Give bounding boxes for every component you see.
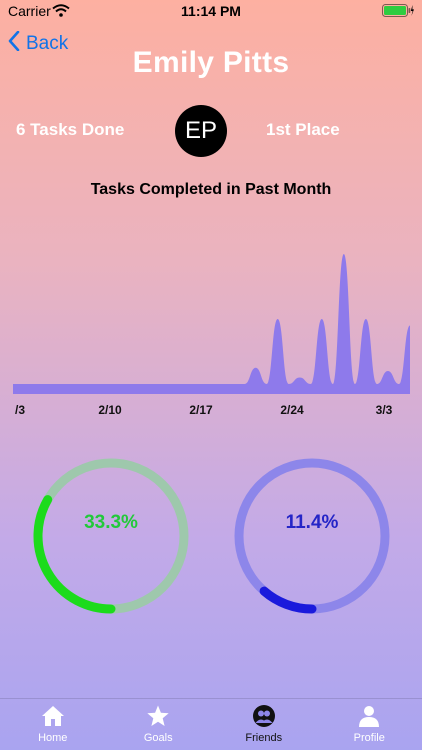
tab-goals[interactable]: Goals xyxy=(106,699,212,750)
tab-bar: Home Goals Friends Profile xyxy=(0,698,422,750)
status-bar: Carrier 11:14 PM xyxy=(0,0,422,22)
tasks-done-count: 6 Tasks Done xyxy=(16,120,125,139)
tab-home-label: Home xyxy=(38,732,68,744)
x-tick-label: /3 xyxy=(15,403,25,417)
ring-track xyxy=(234,458,390,614)
x-tick-label: 2/24 xyxy=(280,403,304,417)
ranking-percent-label: 11.4% xyxy=(285,512,339,533)
carrier-label: Carrier xyxy=(8,3,51,19)
clock-time: 11:14 PM xyxy=(181,3,241,19)
tab-home[interactable]: Home xyxy=(0,699,106,750)
ring-progress-arc xyxy=(259,586,317,614)
completion-progress-ring xyxy=(33,458,189,614)
profile-icon xyxy=(357,704,381,732)
chart-area-series xyxy=(13,254,410,394)
x-tick-label: 2/10 xyxy=(98,403,122,417)
avatar-initials: EP xyxy=(184,117,217,144)
ring-progress-arc xyxy=(33,495,116,614)
tab-friends-label: Friends xyxy=(245,732,283,744)
wifi-icon xyxy=(52,4,70,20)
chevron-left-icon xyxy=(8,30,20,57)
tasks-chart: /3 2/10 2/17 2/24 3/3 xyxy=(13,254,410,417)
friends-icon xyxy=(252,704,276,732)
chart-title: Tasks Completed in Past Month xyxy=(90,181,332,198)
x-tick-label: 2/17 xyxy=(189,403,213,417)
tab-profile[interactable]: Profile xyxy=(317,699,422,750)
battery-icon xyxy=(382,4,414,20)
completion-percent-label: 33.3% xyxy=(84,512,138,533)
ranking-progress-ring xyxy=(234,458,390,614)
tab-profile-label: Profile xyxy=(353,732,385,744)
tab-goals-label: Goals xyxy=(143,732,173,744)
rank-label: 1st Place xyxy=(266,120,340,139)
back-button-label: Back xyxy=(26,33,69,54)
star-icon xyxy=(146,704,170,732)
page-title: Emily Pitts xyxy=(132,46,290,79)
home-icon xyxy=(41,704,65,732)
tab-friends[interactable]: Friends xyxy=(211,699,317,750)
x-tick-label: 3/3 xyxy=(376,403,393,417)
back-button[interactable]: Back xyxy=(8,30,68,58)
avatar: EP xyxy=(175,105,227,157)
